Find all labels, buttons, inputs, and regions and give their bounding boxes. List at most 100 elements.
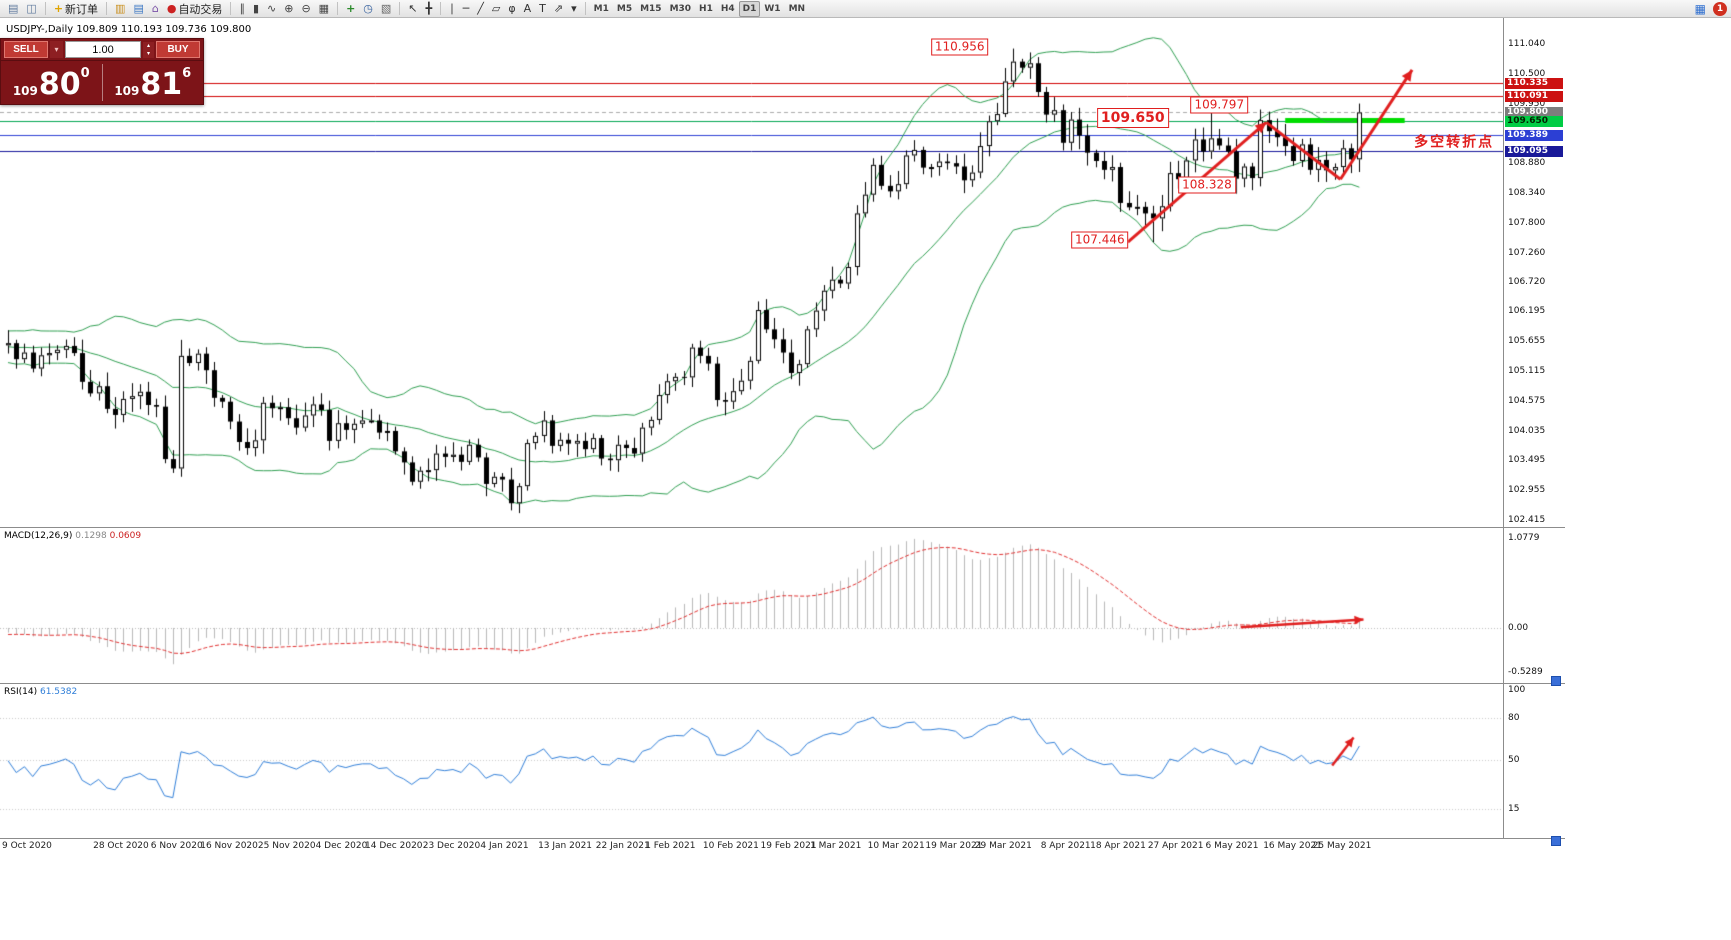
channel-button[interactable]: ▱ bbox=[488, 1, 504, 17]
text-button[interactable]: A bbox=[520, 1, 536, 17]
profiles-button[interactable]: ◫ bbox=[22, 1, 40, 17]
rsi-panel-canvas[interactable] bbox=[0, 683, 1503, 838]
layout-button[interactable]: ▦ bbox=[1694, 1, 1706, 16]
date-label: 16 May 2021 bbox=[1263, 841, 1322, 851]
template-button[interactable]: ▧ bbox=[377, 1, 395, 17]
date-label: 9 Oct 2020 bbox=[2, 841, 52, 851]
date-label: 10 Feb 2021 bbox=[702, 841, 759, 851]
autotrading-button-icon: ● bbox=[166, 1, 177, 15]
price-divider bbox=[101, 64, 103, 101]
axis-tick: 105.115 bbox=[1508, 366, 1546, 377]
axis-tick: 105.655 bbox=[1508, 336, 1546, 347]
price-badge: 109.095 bbox=[1505, 146, 1563, 158]
date-label: 10 Mar 2021 bbox=[867, 841, 925, 851]
time-axis: 9 Oct 2020 28 Oct 2020 6 Nov 2020 16 Nov 20… bbox=[0, 838, 1565, 856]
market-watch-button[interactable]: ▥ bbox=[111, 1, 129, 17]
macd-signal-value: 0.0609 bbox=[109, 531, 142, 541]
sell-price-point: 0 bbox=[80, 66, 90, 81]
trade-controls-row: SELL ▾ ▴▾ BUY bbox=[1, 39, 203, 60]
notification-badge[interactable]: 1 bbox=[1713, 1, 1727, 16]
axis-tick: 15 bbox=[1508, 804, 1520, 815]
tile-windows-button-icon: ▦ bbox=[318, 1, 330, 15]
vertical-line-button[interactable]: ∣ bbox=[445, 1, 459, 17]
volume-input[interactable] bbox=[65, 41, 141, 58]
navigator-button[interactable]: ⌂ bbox=[148, 1, 163, 17]
timeframe-m1[interactable]: M1 bbox=[590, 1, 613, 17]
vertical-line-button-icon: ∣ bbox=[449, 1, 455, 15]
navigator-button-icon: ⌂ bbox=[151, 1, 159, 15]
zoom-out-button-icon: ⊖ bbox=[301, 1, 311, 15]
panel-separator[interactable] bbox=[0, 683, 1565, 684]
scroll-button-top[interactable] bbox=[1551, 676, 1561, 686]
sell-price-big-figure: 109 bbox=[12, 84, 38, 98]
buy-button[interactable]: BUY bbox=[156, 41, 200, 58]
zoom-out-button[interactable]: ⊖ bbox=[297, 1, 314, 17]
macd-panel-canvas[interactable] bbox=[0, 527, 1503, 683]
timeframe-m5-label: M5 bbox=[616, 3, 633, 14]
bar-chart-button[interactable]: ∥ bbox=[235, 1, 249, 17]
trade-prices-row: 109 80 0 109 81 6 bbox=[1, 60, 203, 104]
toolbar-separator bbox=[399, 2, 401, 15]
candlestick-chart-button[interactable]: ▮ bbox=[249, 1, 263, 17]
new-order-button[interactable]: + 新订单 bbox=[50, 1, 102, 17]
date-label: 19 Mar 2021 bbox=[925, 841, 983, 851]
spinner-up-icon[interactable]: ▴ bbox=[143, 41, 154, 50]
scroll-button-bottom[interactable] bbox=[1551, 836, 1561, 846]
chart-window[interactable]: USDJPY-,Daily 109.809 110.193 109.736 10… bbox=[0, 18, 1731, 940]
new-chart-button[interactable]: ▤ bbox=[4, 1, 22, 17]
timeframe-m15[interactable]: M15 bbox=[636, 1, 665, 17]
chart-title-text: USDJPY-,Daily 109.809 110.193 109.736 10… bbox=[6, 24, 252, 35]
toolbar-separator bbox=[584, 2, 586, 15]
sell-price-pips: 80 bbox=[38, 67, 81, 102]
axis-tick: 102.415 bbox=[1508, 515, 1546, 526]
timeframe-mn-label: MN bbox=[788, 3, 806, 14]
autotrading-button[interactable]: ● 自动交易 bbox=[163, 1, 227, 17]
new-order-button-icon: + bbox=[53, 1, 64, 15]
shapes-dropdown[interactable]: ▾ bbox=[567, 1, 581, 17]
arrows-tool-button-icon: ⇗ bbox=[553, 1, 564, 15]
timeframe-m30[interactable]: M30 bbox=[666, 1, 695, 17]
cursor-button-icon: ↖ bbox=[408, 1, 418, 15]
sell-price[interactable]: 109 80 0 bbox=[1, 61, 102, 104]
arrows-tool-button[interactable]: ⇗ bbox=[550, 1, 567, 17]
date-label: 29 Mar 2021 bbox=[974, 841, 1032, 851]
date-label: 19 Feb 2021 bbox=[760, 841, 817, 851]
time-period-button-icon: ◷ bbox=[363, 1, 373, 15]
panel-separator[interactable] bbox=[0, 527, 1565, 528]
date-label: 8 Apr 2021 bbox=[1040, 841, 1091, 851]
timeframe-d1[interactable]: D1 bbox=[738, 0, 761, 17]
spinner-down-icon[interactable]: ▾ bbox=[143, 49, 154, 58]
timeframe-m5[interactable]: M5 bbox=[613, 1, 636, 17]
buy-price[interactable]: 109 81 6 bbox=[103, 61, 204, 104]
timeframe-h1[interactable]: H1 bbox=[695, 1, 717, 17]
timeframe-h4[interactable]: H4 bbox=[717, 1, 739, 17]
zoom-in-button-icon: ⊕ bbox=[284, 1, 294, 15]
cursor-button[interactable]: ↖ bbox=[404, 1, 421, 17]
axis-tick: 111.040 bbox=[1508, 38, 1546, 49]
timeframe-d1-label: D1 bbox=[742, 3, 757, 14]
main-chart-canvas[interactable] bbox=[0, 18, 1503, 527]
timeframe-h4-label: H4 bbox=[720, 3, 735, 14]
horizontal-line-button[interactable]: ─ bbox=[459, 1, 474, 17]
crosshair-button-icon: ╋ bbox=[425, 1, 433, 15]
order-dropdown-icon[interactable]: ▾ bbox=[50, 41, 63, 58]
zoom-in-button[interactable]: ⊕ bbox=[280, 1, 297, 17]
timeframe-w1[interactable]: W1 bbox=[760, 1, 784, 17]
add-indicator-button-icon: + bbox=[346, 1, 356, 15]
sell-button[interactable]: SELL bbox=[4, 41, 48, 58]
timeframe-mn[interactable]: MN bbox=[785, 1, 810, 17]
trendline-button[interactable]: ╱ bbox=[473, 1, 488, 17]
time-period-button[interactable]: ◷ bbox=[359, 1, 377, 17]
crosshair-button[interactable]: ╋ bbox=[422, 1, 437, 17]
line-chart-button-icon: ∿ bbox=[267, 1, 277, 15]
toolbar-groups: ▤ ◫ + 新订单 ▥ ▤ ⌂ ● 自动交易 ∥ ▮ ∿ ⊕ ⊖ ▦ + ◷ ▧ ↖ ╋ ∣ ─ ╱ ▱ φ A T ⇗ ▾ M1 M5 M1… bbox=[4, 0, 809, 17]
label-button[interactable]: T bbox=[535, 1, 550, 17]
volume-spinner[interactable]: ▴ ▾ bbox=[143, 41, 154, 58]
data-window-button[interactable]: ▤ bbox=[129, 1, 147, 17]
fibonacci-button[interactable]: φ bbox=[504, 1, 519, 17]
axis-tick: 107.800 bbox=[1508, 217, 1546, 228]
tile-windows-button[interactable]: ▦ bbox=[315, 1, 333, 17]
line-chart-button[interactable]: ∿ bbox=[263, 1, 280, 17]
add-indicator-button[interactable]: + bbox=[342, 1, 359, 17]
